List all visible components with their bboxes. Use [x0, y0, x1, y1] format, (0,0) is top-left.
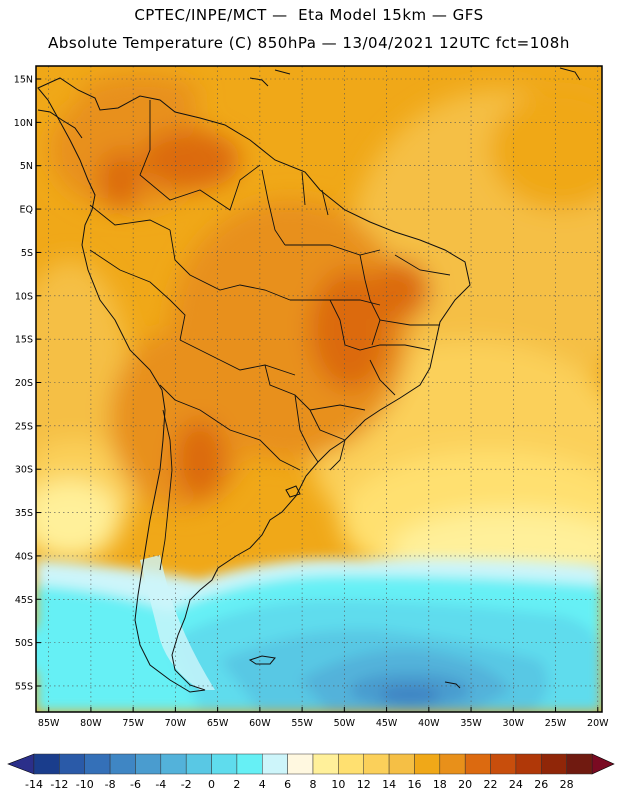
temperature-field [36, 66, 602, 712]
colorbar-swatch [109, 753, 136, 775]
lon-label: 55W [291, 718, 313, 729]
colorbar-swatch [388, 753, 415, 775]
lat-label: 50S [15, 638, 33, 649]
lat-label: 45S [15, 595, 33, 606]
colorbar-label: 24 [509, 778, 523, 791]
colorbar-swatch [160, 753, 187, 775]
lat-label: 10N [14, 118, 33, 129]
colorbar-label: -6 [130, 778, 141, 791]
colorbar-label: -12 [50, 778, 68, 791]
colorbar-swatch [566, 753, 593, 775]
colorbar-swatch [185, 753, 212, 775]
lon-label: 40W [418, 718, 440, 729]
colorbar-label: 20 [458, 778, 472, 791]
colorbar-swatch [541, 753, 567, 775]
colorbar-swatch [363, 753, 390, 775]
colorbar-label: 4 [259, 778, 266, 791]
colorbar-label: -4 [155, 778, 166, 791]
colorbar [7, 753, 615, 775]
colorbar-swatch [59, 753, 85, 775]
colorbar-swatch [287, 753, 314, 775]
colorbar-swatch [464, 753, 491, 775]
map-title-line-2: Absolute Temperature (C) 850hPa — 13/04/… [48, 34, 570, 52]
colorbar-swatch [312, 753, 339, 775]
country-borders [89, 100, 451, 571]
lat-label: 20S [15, 378, 33, 389]
lat-label: 40S [15, 551, 33, 562]
colorbar-label: 6 [284, 778, 291, 791]
lon-label: 20W [587, 718, 609, 729]
lat-label: 35S [15, 508, 33, 519]
lat-label: 15N [14, 75, 33, 86]
lon-label: 50W [334, 718, 356, 729]
colorbar-over-arrow [591, 753, 615, 775]
coastlines [37, 67, 581, 693]
lat-label: 5S [21, 248, 33, 259]
colorbar-label: 22 [484, 778, 498, 791]
lon-label: 35W [460, 718, 482, 729]
colorbar-label: 10 [331, 778, 345, 791]
colorbar-swatch [236, 753, 263, 775]
colorbar-swatch [490, 753, 517, 775]
colorbar-label: 0 [208, 778, 215, 791]
colorbar-label: 2 [233, 778, 240, 791]
colorbar-labels: -14 -12 -10 -8 -6 -4 -2 0 2 4 6 8 10 12 14 16 18 20 22 24 26… [25, 778, 574, 791]
colorbar-swatch [135, 753, 162, 775]
colorbar-label: 16 [407, 778, 421, 791]
colorbar-swatch [33, 753, 60, 775]
lat-label: EQ [20, 205, 33, 216]
lat-label: 55S [15, 681, 33, 692]
lat-label: 25S [15, 421, 33, 432]
colorbar-label: -10 [76, 778, 94, 791]
lon-label: 80W [80, 718, 102, 729]
colorbar-swatch [439, 753, 466, 775]
colorbar-swatch [414, 753, 441, 775]
lon-label: 75W [122, 718, 144, 729]
colorbar-swatch [515, 753, 542, 775]
colorbar-label: 12 [357, 778, 371, 791]
colorbar-label: 28 [560, 778, 574, 791]
colorbar-label: -14 [25, 778, 43, 791]
colorbar-label: 8 [310, 778, 317, 791]
colorbar-label: 26 [534, 778, 548, 791]
latitude-labels: 15N 10N 5N EQ 5S 10S 15S 20S 25S 30S 35S 40S 45S 50S 5… [14, 75, 41, 692]
colorbar-label: 18 [433, 778, 447, 791]
colorbar-swatch [262, 753, 288, 775]
lon-label: 30W [503, 718, 525, 729]
colorbar-under-arrow [7, 753, 35, 775]
longitude-labels: 85W 80W 75W 70W 65W 60W 55W 50W 45W 40W 35W 30W 25W 2… [38, 707, 609, 729]
lon-label: 60W [249, 718, 271, 729]
lat-label: 30S [15, 465, 33, 476]
lat-label: 5N [20, 161, 33, 172]
map-title-line-1: CPTEC/INPE/MCT — Eta Model 15km — GFS [134, 6, 484, 24]
lon-label: 85W [38, 718, 60, 729]
lon-label: 25W [545, 718, 567, 729]
colorbar-swatch [338, 753, 364, 775]
colorbar-label: -8 [105, 778, 116, 791]
colorbar-label: -2 [181, 778, 192, 791]
colorbar-swatch [84, 753, 111, 775]
lon-label: 45W [376, 718, 398, 729]
lat-label: 10S [15, 291, 33, 302]
colorbar-label: 14 [382, 778, 396, 791]
colorbar-swatch [211, 753, 238, 775]
lon-label: 65W [207, 718, 229, 729]
lon-label: 70W [165, 718, 187, 729]
lat-label: 15S [15, 335, 33, 346]
map-frame [35, 65, 603, 713]
